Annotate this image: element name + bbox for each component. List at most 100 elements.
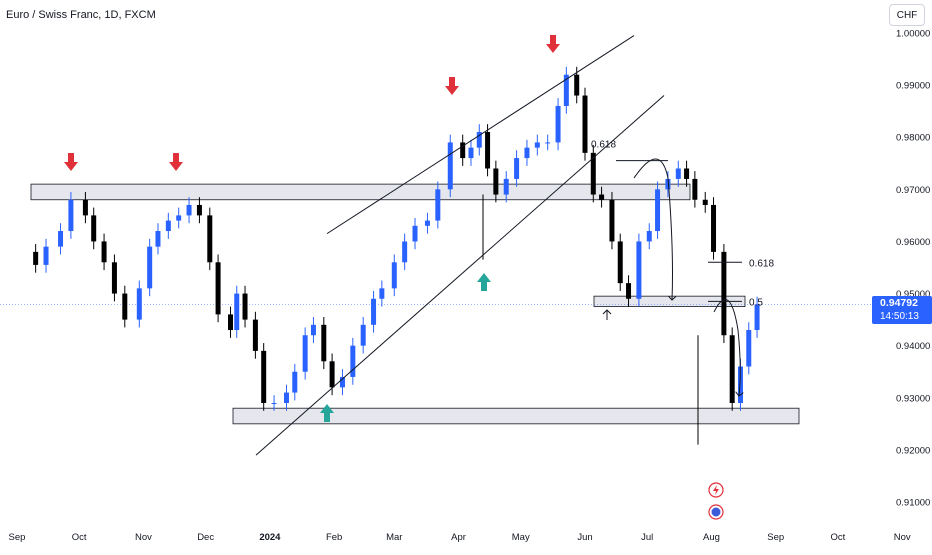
rising-trendline[interactable] [255,95,665,456]
candle-body [503,178,509,195]
candle-body [626,283,632,299]
candle-body [252,319,258,351]
candle-body [617,241,623,284]
candle-body [675,168,681,179]
candle-body [555,105,561,143]
candle-body [702,199,708,205]
candle-body [155,231,161,247]
candle-body [136,288,142,320]
candle-body [91,215,97,242]
projection-arrow[interactable] [713,299,740,396]
candle-body [329,361,335,388]
candle-body [271,402,277,404]
x-tick-label: Sep [9,532,26,543]
globe-glyph [711,507,721,517]
resistance-zone [30,183,691,201]
x-tick-label: Feb [326,532,342,543]
candle-body [360,324,366,346]
candle-body [339,376,345,388]
bearish-arrow-icon [546,35,560,53]
candle-body [737,366,743,403]
x-tick-label: Mar [386,532,402,543]
candle-body [665,178,671,190]
candle-body [228,314,234,331]
y-tick-label: 0.99000 [896,81,930,92]
bearish-arrow-icon [64,153,78,171]
candle-body [68,199,74,232]
candle-body [476,132,482,148]
y-tick-label: 0.93000 [896,393,930,404]
candle-body [111,262,117,294]
candle-body [514,158,520,179]
candle-body [447,142,453,190]
candle-body [379,288,385,299]
candle-body [435,189,441,221]
y-tick-label: 0.92000 [896,445,930,456]
x-tick-label: Jul [641,532,653,543]
y-tick-label: 0.94000 [896,341,930,352]
upper-trendline[interactable] [326,35,635,235]
projection-arrow[interactable] [633,158,673,300]
candle-body [582,95,588,153]
bearish-arrow-icon [169,153,183,171]
fib-label: 0.5 [749,297,763,308]
last-price-tag: 0.94792 14:50:13 [872,296,932,324]
x-tick-label: Nov [135,532,152,543]
candle-body [692,178,698,200]
candle-body [207,215,213,263]
candle-body [711,204,717,252]
x-tick-label: Dec [197,532,214,543]
candle-body [122,293,128,320]
y-tick-label: 1.00000 [896,29,930,40]
candle-body [646,231,652,242]
candle-body [242,293,248,320]
y-tick-label: 0.97000 [896,185,930,196]
y-tick-label: 0.95000 [896,289,930,300]
candle-body [460,142,466,159]
candle-body [493,168,499,195]
y-tick-label: 0.91000 [896,498,930,509]
candle-body [215,262,221,315]
bullish-arrow-icon [477,273,491,291]
x-tick-label: Sep [767,532,784,543]
candle-body [58,231,64,247]
candle-body [186,204,192,216]
support-zone [232,407,800,425]
candle-body [261,350,267,403]
candle-body [485,132,491,169]
candle-body [402,241,408,263]
candle-body [721,251,727,336]
candle-body [147,246,153,289]
small-up-arrow [602,309,612,320]
candle-body [165,220,171,232]
candle-body [391,262,397,289]
x-tick-label: Oct [831,532,846,543]
candle-body [412,225,418,242]
lightning-glyph [713,485,719,495]
candle-body [292,371,298,393]
bar-countdown: 14:50:13 [880,311,919,322]
candle-body [350,345,356,377]
candle-body [599,194,605,200]
candle-body [524,147,530,159]
candle-body [729,335,735,403]
candle-body [302,335,308,372]
candle-body [196,204,202,216]
candle-body [746,330,752,367]
currency-button[interactable]: CHF [889,4,925,26]
candle-body [321,324,327,362]
x-tick-label: 2024 [259,532,281,543]
candle-body [33,251,39,265]
x-tick-label: Jun [577,532,592,543]
fib-label: 0.618 [749,258,774,269]
x-tick-label: Aug [703,532,720,543]
candle-body [468,147,474,159]
candle-body [754,304,760,331]
x-tick-label: Apr [451,532,466,543]
candle-body [371,298,377,325]
last-price: 0.94792 [880,297,918,309]
candle-body [283,392,289,403]
candle-body [176,215,182,221]
